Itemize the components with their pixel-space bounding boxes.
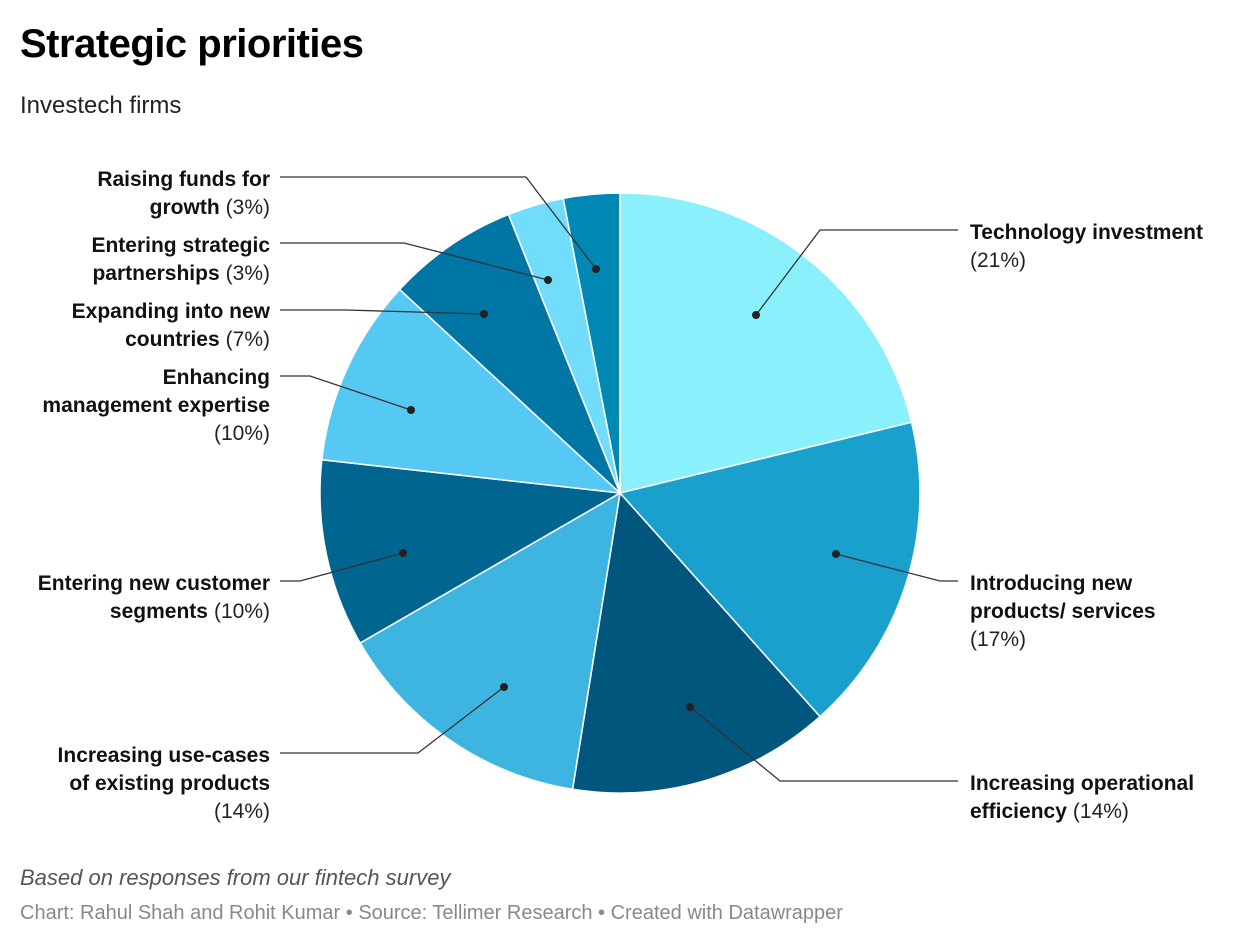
- pie-slice-increasing-use-cases: [359, 492, 621, 790]
- slice-percent-label: (7%): [226, 328, 270, 351]
- slice-percent-label: (21%): [970, 249, 1026, 272]
- leader-dot-entering-new-customer-segments: [399, 549, 407, 557]
- slice-name-label: countries: [125, 328, 220, 351]
- pie-slice-technology-investment: [619, 192, 913, 494]
- slice-name-label: growth: [150, 196, 220, 219]
- credit-chart: Chart: Rahul Shah and Rohit Kumar: [20, 902, 341, 924]
- leader-dot-entering-strategic-partnerships: [544, 276, 552, 284]
- credit-tool: Created with Datawrapper: [610, 902, 843, 924]
- leader-dot-technology-investment: [752, 311, 760, 319]
- slice-name-label: Introducing new: [970, 572, 1133, 595]
- slice-name-label: Raising funds for: [97, 168, 270, 191]
- slice-name-label: segments: [110, 600, 208, 623]
- slice-name-label: of existing products: [69, 772, 270, 795]
- slice-name-label: Expanding into new: [72, 300, 271, 323]
- slice-name-label: efficiency: [970, 800, 1067, 823]
- leader-dot-expanding-into-new-countries: [480, 310, 488, 318]
- pie-slice-raising-funds-for-growth: [562, 192, 621, 494]
- leader-line-technology-investment: [755, 229, 958, 316]
- slice-label-increasing-use-cases: Increasing use-cases of existing products…: [58, 744, 270, 823]
- pie-slices: [319, 192, 921, 794]
- pie-slice-entering-new-customer-segments: [319, 459, 621, 644]
- slice-label-enhancing-management-expertise: Enhancing management expertise (10%): [42, 366, 270, 445]
- pie-slice-enhancing-management-expertise: [321, 288, 621, 494]
- slice-labels: Technology investment (21%) Introducing ne…: [38, 168, 1203, 823]
- slice-name-label: Entering new customer: [38, 572, 270, 595]
- slice-name-label: Increasing use-cases: [58, 744, 270, 767]
- slice-percent-label: (17%): [970, 628, 1026, 651]
- leader-line-introducing-new-products: [835, 553, 958, 582]
- slice-name-label: Technology investment: [970, 221, 1203, 244]
- slice-label-raising-funds-for-growth: Raising funds for growth (3%): [97, 168, 270, 219]
- slice-name-label: Entering strategic: [91, 234, 270, 257]
- leader-line-entering-new-customer-segments: [280, 552, 404, 582]
- leader-dot-increasing-operational-efficiency: [686, 703, 694, 711]
- slice-percent-label: (3%): [226, 196, 270, 219]
- slice-percent-label: (10%): [214, 600, 270, 623]
- credit-separator: •: [340, 902, 359, 924]
- credit-source: Source: Tellimer Research: [358, 902, 593, 924]
- pie-slice-expanding-into-new-countries: [398, 213, 621, 494]
- footer-credits: Chart: Rahul Shah and Rohit Kumar • Sour…: [20, 902, 843, 925]
- leader-line-increasing-operational-efficiency: [689, 706, 958, 782]
- slice-name-label: Enhancing: [163, 366, 270, 389]
- slice-name-label: products/ services: [970, 600, 1156, 623]
- credit-separator: •: [592, 902, 611, 924]
- slice-percent-label: (10%): [214, 422, 270, 445]
- slice-label-introducing-new-products: Introducing new products/ services (17%): [970, 572, 1156, 651]
- slice-label-technology-investment: Technology investment (21%): [970, 221, 1203, 272]
- leader-dot-raising-funds-for-growth: [592, 265, 600, 273]
- slice-percent-label: (14%): [1073, 800, 1129, 823]
- pie-slice-increasing-operational-efficiency: [571, 492, 821, 794]
- slice-name-label: partnerships: [92, 262, 219, 285]
- chart-subtitle: Investech firms: [20, 92, 182, 119]
- leader-line-entering-strategic-partnerships: [280, 242, 549, 281]
- slice-label-entering-new-customer-segments: Entering new customer segments (10%): [38, 572, 270, 623]
- slice-name-label: Increasing operational: [970, 772, 1194, 795]
- slice-label-entering-strategic-partnerships: Entering strategic partnerships (3%): [91, 234, 270, 285]
- slice-label-increasing-operational-efficiency: Increasing operational efficiency (14%): [970, 772, 1194, 823]
- leader-line-enhancing-management-expertise: [280, 375, 412, 411]
- leader-line-increasing-use-cases: [280, 686, 505, 754]
- leader-dot-increasing-use-cases: [500, 683, 508, 691]
- slice-label-expanding-into-new-countries: Expanding into new countries (7%): [72, 300, 271, 351]
- leader-dot-introducing-new-products: [832, 550, 840, 558]
- slice-name-label: management expertise: [42, 394, 270, 417]
- leader-dot-enhancing-management-expertise: [407, 406, 415, 414]
- chart-title: Strategic priorities: [20, 22, 364, 66]
- slice-percent-label: (14%): [214, 800, 270, 823]
- pie-slice-introducing-new-products: [619, 421, 921, 718]
- leader-line-raising-funds-for-growth: [280, 176, 597, 270]
- leader-line-expanding-into-new-countries: [280, 309, 485, 315]
- slice-percent-label: (3%): [226, 262, 270, 285]
- footer-note: Based on responses from our fintech surv…: [20, 865, 451, 890]
